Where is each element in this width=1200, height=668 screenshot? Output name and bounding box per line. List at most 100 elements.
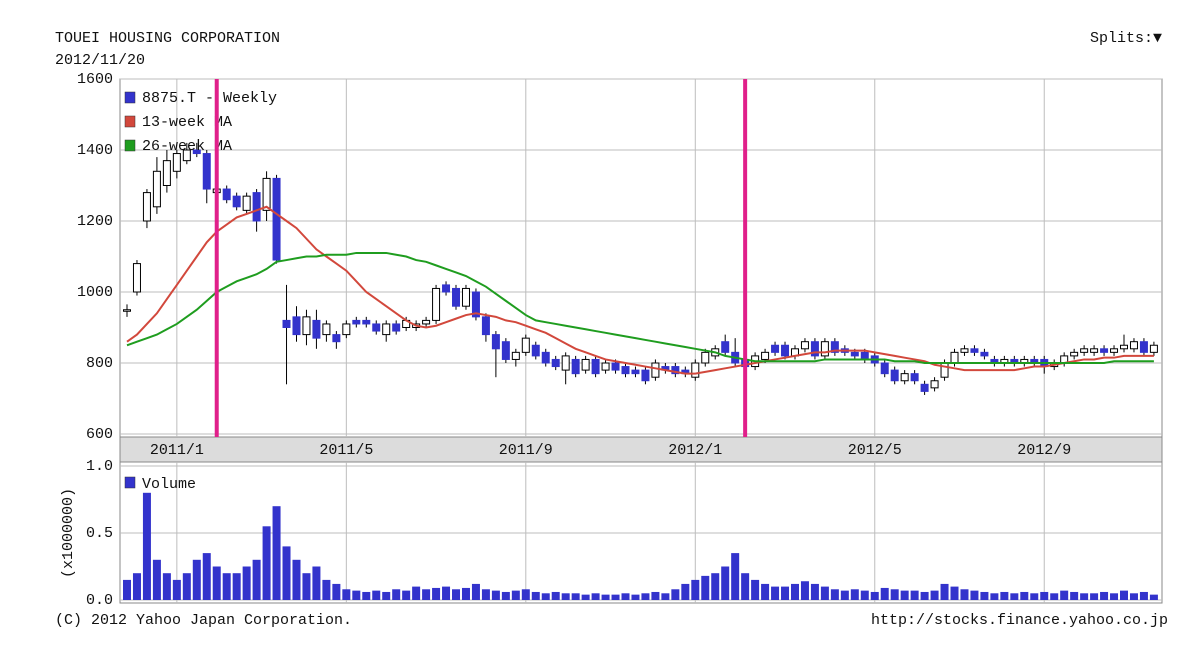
candle-body — [671, 366, 680, 375]
candle-body — [1120, 344, 1128, 350]
candle-body — [332, 334, 341, 343]
candle-body — [920, 383, 929, 392]
volume-bar — [741, 573, 750, 600]
candle-body — [830, 341, 839, 353]
volume-bar — [571, 593, 580, 600]
volume-bar — [1110, 593, 1119, 600]
candle-body — [970, 348, 979, 353]
volume-bar — [1050, 593, 1059, 600]
candle-body — [322, 323, 331, 336]
volume-bar — [960, 589, 969, 600]
candle-body — [272, 177, 281, 261]
candle-body — [761, 351, 770, 360]
volume-bar — [1000, 591, 1009, 600]
candle-body — [800, 341, 809, 350]
volume-bar — [581, 594, 590, 600]
volume-bar — [820, 586, 829, 600]
candle-body — [461, 287, 470, 307]
candle-body — [302, 316, 311, 336]
volume-bar — [312, 566, 321, 600]
candle-body — [142, 192, 151, 222]
volume-bar — [202, 553, 211, 600]
candle-body — [621, 366, 630, 375]
volume-bar — [1120, 590, 1128, 600]
volume-bar — [900, 590, 909, 600]
candle-body — [342, 323, 351, 336]
volume-bar — [771, 586, 780, 600]
date-axis-band — [119, 436, 1163, 463]
y-tick-label: 1000 — [77, 284, 113, 301]
volume-bar — [172, 579, 181, 600]
candle-body — [491, 334, 500, 350]
candle-body — [372, 323, 381, 332]
volume-bar — [461, 587, 470, 600]
volume-bar — [382, 591, 391, 600]
candle-body — [531, 344, 540, 357]
candle-body — [850, 351, 859, 357]
volume-bar — [751, 579, 760, 600]
candle-body — [701, 351, 710, 364]
candle-body — [910, 373, 919, 382]
volume-bar — [501, 591, 510, 600]
volume-bar — [452, 589, 461, 600]
candle-body — [202, 153, 211, 190]
volume-axis-label: (x1000000) — [60, 488, 77, 578]
volume-bar — [631, 594, 640, 600]
volume-bar — [1030, 593, 1039, 600]
volume-bar — [661, 593, 670, 600]
candle-body — [890, 369, 899, 382]
volume-bar — [641, 593, 650, 600]
volume-bar — [402, 590, 411, 600]
volume-bar — [432, 587, 441, 600]
volume-bar — [731, 553, 740, 600]
x-tick-label: 2011/1 — [150, 442, 204, 459]
candle-body — [611, 362, 620, 371]
volume-bar — [252, 559, 261, 600]
chart-date: 2012/11/20 — [55, 52, 145, 69]
x-tick-label: 2012/5 — [848, 442, 902, 459]
candle-body — [721, 341, 730, 353]
x-tick-label: 2012/1 — [668, 442, 722, 459]
volume-bar — [471, 583, 480, 600]
candle-body — [551, 358, 560, 368]
volume-bar — [1149, 594, 1158, 600]
volume-bar — [950, 586, 959, 600]
candle-body — [561, 355, 570, 371]
candle-body — [810, 341, 819, 357]
candle-body — [1070, 351, 1079, 357]
volume-bar — [890, 589, 899, 600]
volume-bar — [621, 593, 630, 600]
volume-bar — [601, 594, 610, 600]
volume-bar — [392, 589, 401, 600]
volume-bar — [701, 575, 710, 600]
volume-bar — [272, 506, 281, 600]
candle-body — [820, 341, 829, 357]
candle-body — [950, 351, 959, 364]
volume-bar — [980, 591, 989, 600]
volume-bar — [302, 573, 311, 600]
candle-body — [162, 160, 171, 186]
volume-bar — [531, 591, 540, 600]
candle-body — [352, 319, 361, 325]
candle-body — [930, 380, 939, 389]
volume-bar — [990, 593, 999, 600]
candle-body — [1090, 348, 1099, 353]
y-tick-label: 1.0 — [86, 458, 113, 475]
candle-body — [232, 195, 241, 208]
candle-body — [422, 319, 431, 325]
volume-bar — [1060, 590, 1069, 600]
volume-bar — [412, 586, 421, 600]
volume-bar — [132, 573, 141, 600]
candle-body — [132, 263, 141, 293]
candle-body — [123, 309, 131, 312]
splits-toggle[interactable]: Splits:▼ — [1090, 30, 1162, 47]
volume-bar — [422, 589, 431, 600]
volume-bar — [292, 559, 301, 600]
legend-swatch — [124, 91, 136, 104]
candle-body — [591, 358, 600, 375]
y-tick-label: 0.0 — [86, 592, 113, 609]
x-tick-label: 2012/9 — [1017, 442, 1071, 459]
candle-body — [182, 149, 191, 162]
candle-body — [900, 373, 909, 382]
candle-body — [192, 149, 201, 155]
